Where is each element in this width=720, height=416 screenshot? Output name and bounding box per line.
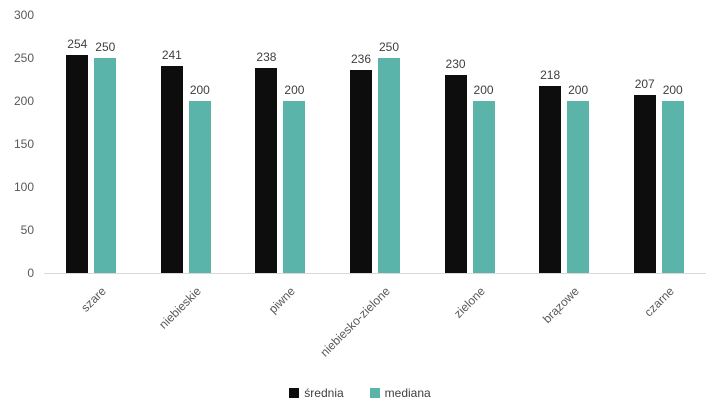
bar-srednia [444,75,467,273]
category-label: niebieskie [156,284,204,332]
legend-item-srednia: średnia [289,386,344,400]
bar-value-label: 250 [95,40,116,54]
bar-value-label: 230 [445,57,466,72]
legend-label-mediana: mediana [384,386,431,400]
category-label: brązowe [540,284,583,326]
bar-value-label: 254 [67,36,88,51]
bar-mediana [188,101,211,273]
bar-value-label: 238 [256,50,277,65]
y-tick-label: 150 [13,137,34,151]
legend-item-mediana: mediana [369,386,431,400]
bar-value-label: 250 [378,40,400,54]
category-label: szare [78,284,110,315]
bar-srednia [66,54,89,273]
category-label: czarne [641,284,677,320]
y-tick-label: 200 [13,94,34,108]
bar-value-label: 200 [284,83,305,97]
y-tick-label: 250 [13,51,34,65]
y-tick-label: 50 [20,223,34,237]
bar-srednia [160,65,183,273]
x-axis-line [44,273,706,274]
bar-mediana [378,58,400,273]
category-label: niebiesko-zielone [317,284,393,360]
bar-value-label: 200 [568,83,589,97]
bar-srednia [539,85,562,273]
bar-srednia [633,94,656,273]
bar-mediana [472,101,495,273]
legend-swatch-mediana [369,388,380,398]
legend-label-srednia: średnia [304,386,344,400]
category-label: zielone [450,284,488,321]
bar-value-label: 236 [350,52,372,67]
bar-srednia [350,70,372,273]
legend-swatch-srednia [289,388,300,398]
bar-mediana [283,101,306,273]
bar-value-label: 200 [189,83,210,97]
bar-value-label: 207 [634,76,655,91]
y-tick-label: 300 [13,8,34,22]
legend: średnia mediana [0,386,720,400]
bar-srednia [255,68,278,273]
bar-mediana [567,101,590,273]
bar-value-label: 200 [662,83,683,97]
bar-mediana [661,101,684,273]
bar-value-label: 218 [540,67,561,82]
category-label: piwne [266,284,299,317]
bar-mediana [94,58,117,273]
y-tick-label: 0 [27,266,34,280]
y-tick-label: 100 [13,180,34,194]
bar-value-label: 200 [473,83,494,97]
bar-value-label: 241 [161,47,182,62]
